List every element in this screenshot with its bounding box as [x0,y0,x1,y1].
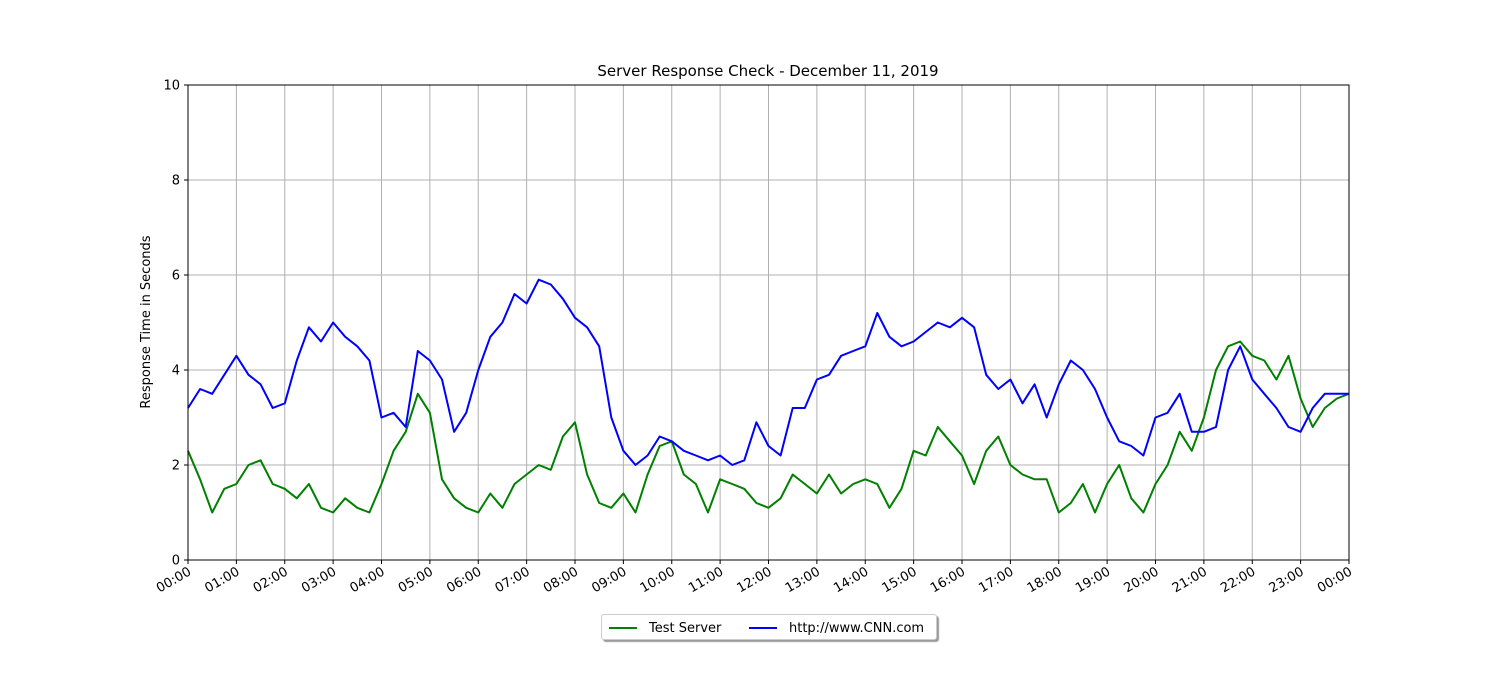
legend-entry-test-server: Test Server [609,619,721,637]
legend: Test Server http://www.CNN.com [601,614,937,640]
chart-title: Server Response Check - December 11, 201… [597,62,938,80]
x-tick-label: 12:00 [735,564,775,596]
legend-entry-cnn: http://www.CNN.com [749,619,924,637]
x-tick-label: 16:00 [928,564,968,596]
x-tick-label: 01:00 [202,564,242,596]
y-tick-label: 0 [172,554,180,569]
legend-swatch-test-server [609,627,637,629]
y-tick-label: 2 [172,459,180,474]
grid [187,84,1350,561]
x-tick-label: 00:00 [1315,564,1355,596]
y-axis-label: Response Time in Seconds [139,235,154,408]
x-tick-label: 22:00 [1218,564,1258,596]
x-tick-label: 17:00 [976,564,1016,596]
x-tick-label: 13:00 [783,564,823,596]
y-tick-label: 8 [172,174,180,189]
x-tick-label: 18:00 [1025,564,1065,596]
x-tick-label: 15:00 [880,564,920,596]
x-tick-label: 08:00 [541,564,581,596]
x-tick-label: 19:00 [1073,564,1113,596]
x-tick-label: 06:00 [444,564,484,596]
x-tick-label: 14:00 [831,564,871,596]
y-tick-label: 10 [163,79,180,94]
y-tick-label: 6 [172,269,180,284]
x-tick-label: 00:00 [154,564,194,596]
x-tick-label: 05:00 [396,564,436,596]
x-tick-label: 03:00 [299,564,339,596]
series-line-1 [187,278,1349,466]
x-tick-label: 20:00 [1122,564,1162,596]
x-tick-label: 04:00 [348,564,388,596]
series-line-0 [187,340,1350,514]
x-tick-label: 07:00 [493,564,533,596]
axes: 00:00 01:00 02:00 03:00 04:00 05:00 06:00 07:00… [154,79,1355,597]
x-tick-label: 10:00 [638,564,678,596]
legend-swatch-cnn [749,627,777,629]
legend-label-cnn: http://www.CNN.com [789,620,925,636]
x-tick-label: 02:00 [251,564,291,596]
x-tick-label: 09:00 [589,564,629,596]
legend-label-test-server: Test Server [649,620,722,636]
x-tick-label: 21:00 [1170,564,1210,596]
plot-area [187,278,1350,514]
y-tick-label: 4 [172,364,180,379]
x-tick-label: 23:00 [1267,564,1307,596]
x-tick-label: 11:00 [686,564,726,596]
